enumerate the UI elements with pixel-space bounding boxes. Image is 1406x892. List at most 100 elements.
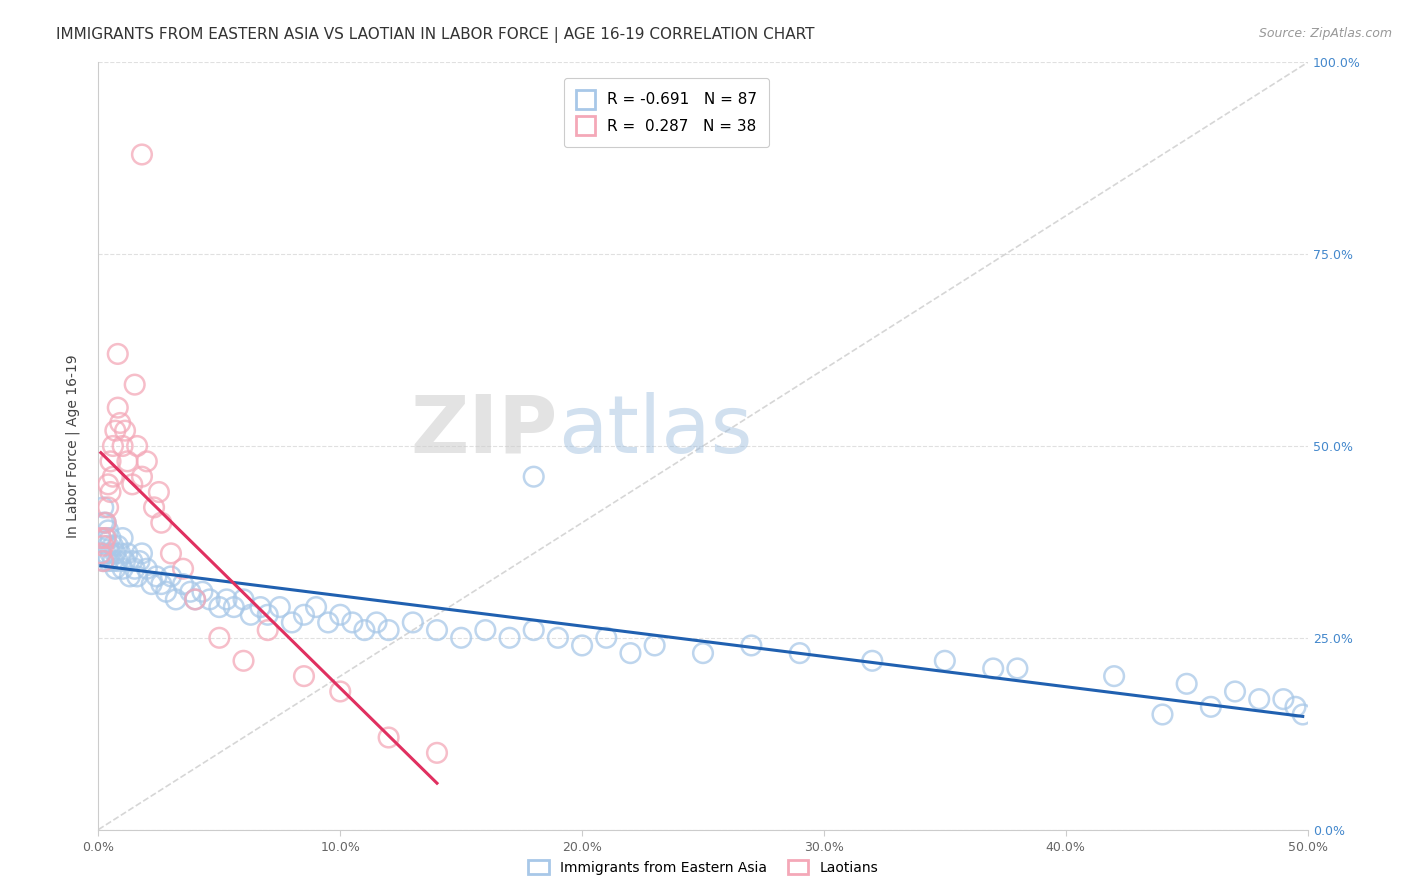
Point <box>256 623 278 637</box>
Legend: R = -0.691   N = 87, R =  0.287   N = 38: R = -0.691 N = 87, R = 0.287 N = 38 <box>564 78 769 147</box>
Point <box>90 546 112 560</box>
Point <box>366 615 388 630</box>
Point <box>249 600 271 615</box>
Point <box>353 623 375 637</box>
Point <box>215 592 238 607</box>
Point <box>860 654 883 668</box>
Text: atlas: atlas <box>558 392 752 470</box>
Point <box>1249 692 1271 706</box>
Point <box>101 469 124 483</box>
Point <box>94 516 117 530</box>
Point <box>100 454 122 468</box>
Point <box>450 631 472 645</box>
Point <box>498 631 520 645</box>
Point <box>131 469 153 483</box>
Point <box>100 546 122 560</box>
Point <box>127 439 149 453</box>
Point <box>1284 699 1306 714</box>
Point <box>143 500 166 515</box>
Point <box>97 477 120 491</box>
Point <box>141 577 163 591</box>
Point <box>108 416 131 430</box>
Point <box>107 347 129 361</box>
Point <box>90 546 112 560</box>
Point <box>155 584 177 599</box>
Point <box>90 531 112 545</box>
Point <box>1292 707 1315 722</box>
Text: Source: ZipAtlas.com: Source: ZipAtlas.com <box>1258 27 1392 40</box>
Point <box>232 654 254 668</box>
Point <box>232 592 254 607</box>
Point <box>97 524 120 538</box>
Point <box>100 531 122 545</box>
Point <box>1199 699 1222 714</box>
Point <box>523 623 546 637</box>
Text: ZIP: ZIP <box>411 392 558 470</box>
Point <box>124 562 146 576</box>
Point <box>131 147 153 161</box>
Point <box>191 584 214 599</box>
Point <box>121 477 143 491</box>
Point <box>97 500 120 515</box>
Point <box>1152 707 1174 722</box>
Point <box>172 562 194 576</box>
Point <box>135 454 157 468</box>
Point <box>292 669 315 683</box>
Point <box>1272 692 1295 706</box>
Point <box>281 615 304 630</box>
Point <box>100 485 122 500</box>
Point <box>426 623 449 637</box>
Text: IMMIGRANTS FROM EASTERN ASIA VS LAOTIAN IN LABOR FORCE | AGE 16-19 CORRELATION C: IMMIGRANTS FROM EASTERN ASIA VS LAOTIAN … <box>56 27 814 43</box>
Point <box>377 623 399 637</box>
Point <box>789 646 811 660</box>
Point <box>172 577 194 591</box>
Point <box>305 600 328 615</box>
Point <box>292 607 315 622</box>
Point <box>329 607 352 622</box>
Point <box>135 562 157 576</box>
Point <box>101 439 124 453</box>
Point <box>329 684 352 698</box>
Point <box>107 554 129 568</box>
Point <box>104 562 127 576</box>
Point <box>91 500 114 515</box>
Point <box>1223 684 1246 698</box>
Point <box>90 531 112 545</box>
Point <box>342 615 364 630</box>
Point <box>981 661 1004 675</box>
Point <box>160 569 183 583</box>
Point <box>150 577 173 591</box>
Point <box>111 562 134 576</box>
Point <box>222 600 245 615</box>
Point <box>118 569 141 583</box>
Point <box>740 639 762 653</box>
Point <box>198 592 221 607</box>
Point <box>104 546 127 560</box>
Point <box>101 539 124 553</box>
Point <box>208 631 231 645</box>
Point <box>117 454 139 468</box>
Point <box>547 631 569 645</box>
Point <box>91 539 114 553</box>
Point <box>148 485 170 500</box>
Point <box>269 600 291 615</box>
Point <box>104 424 127 438</box>
Point <box>114 424 136 438</box>
Point <box>426 746 449 760</box>
Point <box>94 546 117 560</box>
Point <box>91 554 114 568</box>
Point <box>165 592 187 607</box>
Point <box>239 607 262 622</box>
Point <box>107 539 129 553</box>
Point <box>94 516 117 530</box>
Point <box>184 592 207 607</box>
Point <box>91 554 114 568</box>
Point <box>692 646 714 660</box>
Point <box>402 615 425 630</box>
Point <box>256 607 278 622</box>
Point <box>571 639 593 653</box>
Point <box>377 731 399 745</box>
Point <box>150 516 173 530</box>
Point <box>97 539 120 553</box>
Y-axis label: In Labor Force | Age 16-19: In Labor Force | Age 16-19 <box>65 354 80 538</box>
